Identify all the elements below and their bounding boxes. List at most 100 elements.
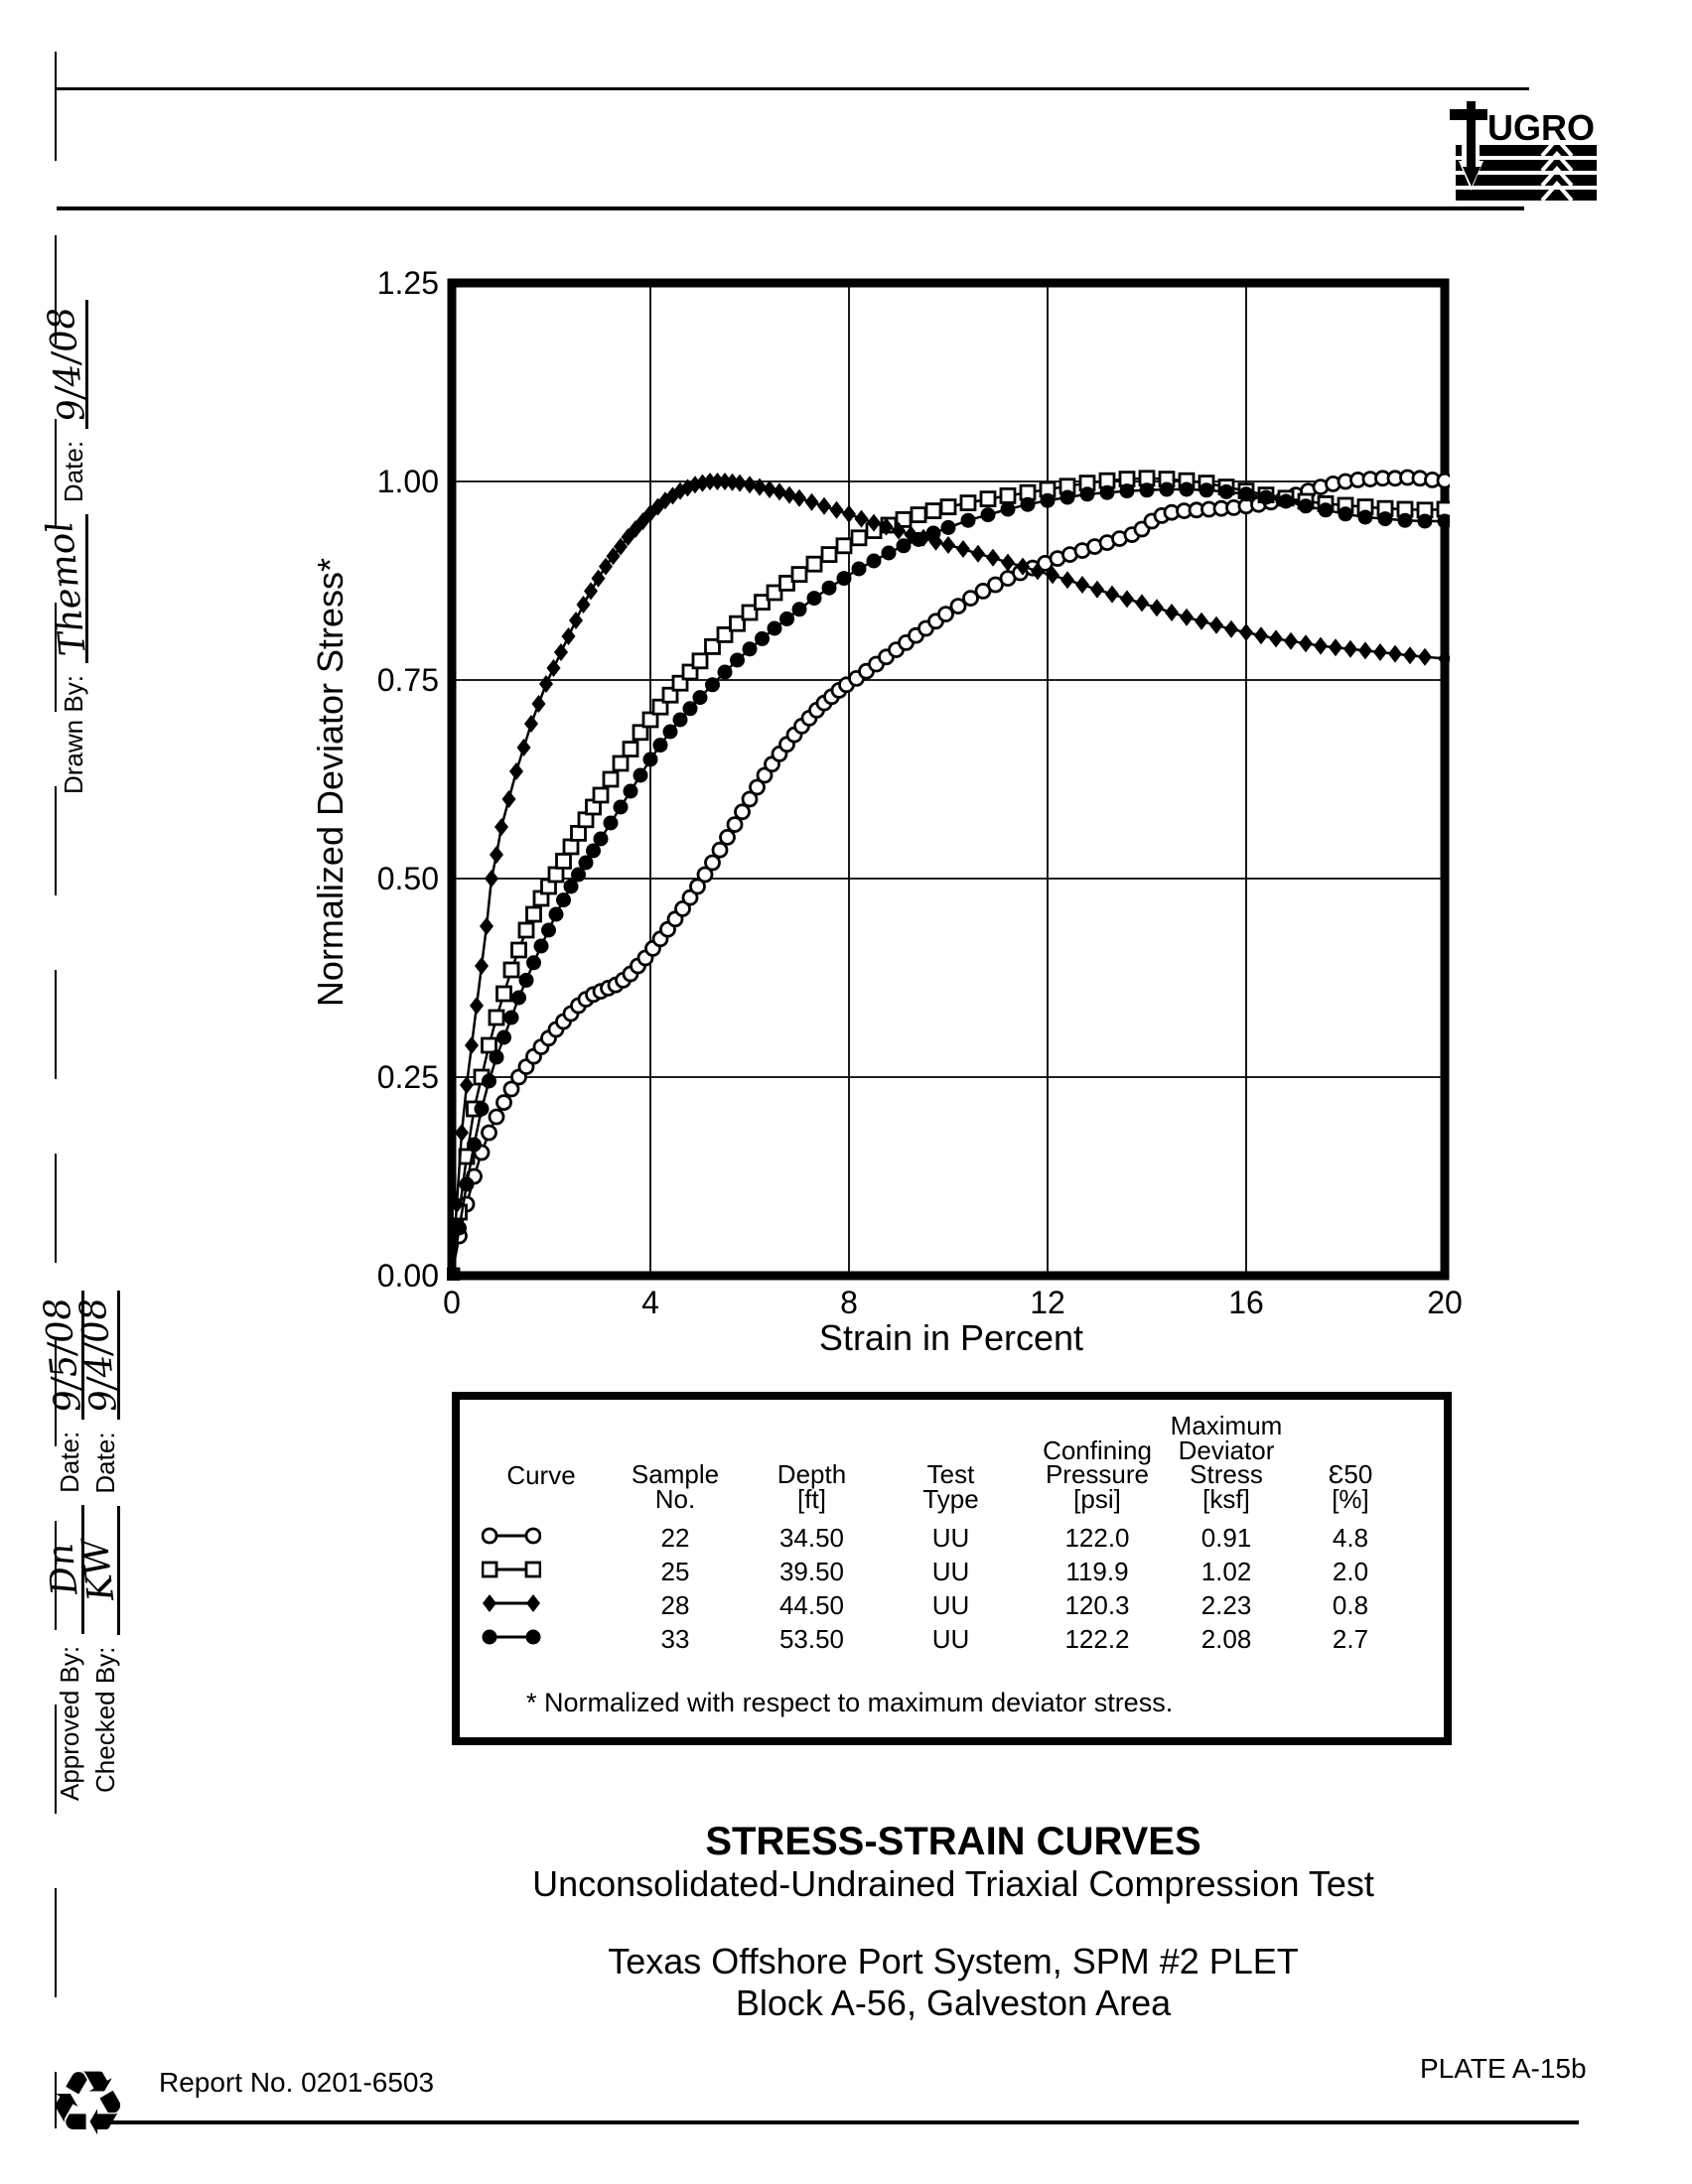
legend-cell-depth: 34.50 xyxy=(778,1522,845,1553)
circle-open-marker xyxy=(502,1080,520,1098)
legend-curve-key xyxy=(482,1624,601,1655)
checked-by-signature: KW xyxy=(74,1537,123,1603)
seismic-bands-icon xyxy=(1456,135,1597,203)
diamond-filled-marker xyxy=(956,540,970,558)
circle-filled-marker xyxy=(896,538,912,554)
drawn-by-label: Drawn By: xyxy=(59,675,88,794)
plate-number: PLATE A-15b xyxy=(1420,2053,1587,2084)
series-line xyxy=(450,477,1446,1277)
x-tick-label: 0 xyxy=(443,1285,461,1320)
legend-header-confining: Confining Pressure [psi] xyxy=(1028,1434,1167,1511)
diamond-filled-marker xyxy=(854,509,869,528)
circle-filled-marker xyxy=(571,867,586,883)
square-open-marker xyxy=(805,555,823,573)
legend-header-line: Depth xyxy=(776,1459,847,1489)
circle-open-marker xyxy=(481,1124,497,1142)
circle-filled-marker xyxy=(682,701,698,717)
circle-open-marker xyxy=(696,866,714,884)
square-open-marker xyxy=(547,866,565,884)
legend-cell-stress: 2.08 xyxy=(1200,1623,1252,1654)
header-rule xyxy=(57,206,1524,210)
diamond-filled-marker xyxy=(1120,590,1134,609)
circle-filled-marker xyxy=(1119,483,1135,499)
legend-cell-pressure: 119.9 xyxy=(1065,1556,1129,1586)
circle-filled-marker xyxy=(593,831,609,847)
square-open-marker xyxy=(555,853,572,870)
square-open-marker xyxy=(481,1036,497,1054)
legend-table: Curve Sample No. Depth [ft] Test Type Confining… xyxy=(452,1392,1452,1745)
diamond-filled-marker xyxy=(455,1124,469,1142)
circle-filled-marker xyxy=(960,512,976,528)
top-rule xyxy=(57,87,1529,90)
approved-date-value: 9/5/08 xyxy=(37,1295,89,1415)
drawn-by-signature: Themol xyxy=(40,519,94,658)
diamond-filled-marker xyxy=(753,478,767,496)
drawn-date-line: 9/4/08 xyxy=(41,299,93,429)
diamond-filled-marker xyxy=(842,504,856,523)
square-open-marker xyxy=(716,625,734,643)
circle-filled-marker xyxy=(633,767,648,783)
diamond-filled-marker xyxy=(1046,566,1059,585)
legend-header-line: Type xyxy=(922,1483,979,1514)
diamond-filled-marker xyxy=(1284,631,1298,650)
checked-date-label: Date: xyxy=(90,1432,120,1494)
diamond-filled-marker xyxy=(1388,644,1402,663)
square-open-marker xyxy=(570,825,587,842)
legend-cell-e50: 0.8 xyxy=(1332,1589,1369,1620)
legend-header-line: Confining xyxy=(1043,1434,1152,1465)
diamond-filled-marker xyxy=(1224,619,1238,638)
circle-filled-marker xyxy=(459,1176,475,1192)
y-tick-label: 0.75 xyxy=(376,662,439,698)
legend-cell-sample: 22 xyxy=(660,1522,690,1553)
diamond-filled-marker xyxy=(1299,634,1313,653)
legend-cell-sample: 28 xyxy=(660,1589,690,1620)
diamond-filled-marker xyxy=(460,1076,474,1094)
diamond-filled-marker xyxy=(710,473,725,490)
legend-cell-e50: 2.0 xyxy=(1332,1556,1369,1586)
circle-filled-marker xyxy=(1179,481,1195,497)
recycle-icon: ♻ xyxy=(48,2055,128,2154)
square-open-marker xyxy=(704,637,721,655)
circle-filled-marker xyxy=(730,652,745,668)
legend-cell-test: UU xyxy=(931,1589,970,1620)
circle-filled-marker xyxy=(1397,512,1413,528)
circle-open-marker xyxy=(524,1527,542,1544)
diamond-filled-marker xyxy=(576,596,591,614)
circle-filled-marker xyxy=(1218,483,1234,499)
diamond-filled-marker xyxy=(554,643,568,661)
diamond-filled-marker xyxy=(1403,646,1417,665)
circle-filled-marker xyxy=(1139,482,1155,498)
diamond-filled-marker xyxy=(483,1593,496,1612)
circle-filled-marker xyxy=(1198,482,1214,498)
x-tick-label: 16 xyxy=(1228,1285,1264,1320)
square-open-marker xyxy=(820,546,838,564)
square-open-marker xyxy=(495,985,512,1003)
square-open-marker xyxy=(778,574,795,592)
fold-line xyxy=(55,52,57,2128)
circle-filled-marker xyxy=(662,724,678,740)
diamond-filled-marker xyxy=(539,675,553,693)
diamond-filled-marker xyxy=(526,1593,540,1612)
checked-by-label: Checked By: xyxy=(90,1646,120,1793)
legend-header-line: Ɛ50 xyxy=(1328,1459,1373,1489)
circle-filled-marker xyxy=(1417,513,1433,529)
drawn-by-block: Drawn By: Themol Date: 9/4/08 xyxy=(40,253,94,794)
circle-open-marker xyxy=(719,829,736,846)
diamond-filled-marker xyxy=(1195,612,1208,630)
circle-filled-marker xyxy=(489,1049,504,1065)
bottom-rule xyxy=(111,2120,1579,2124)
diamond-filled-marker xyxy=(1001,553,1015,572)
circle-open-marker xyxy=(681,888,699,906)
diamond-filled-marker xyxy=(599,557,613,576)
diamond-filled-marker xyxy=(773,482,786,501)
circle-filled-marker xyxy=(526,955,541,971)
circle-filled-legend-icon xyxy=(482,1629,541,1644)
circle-filled-marker xyxy=(767,620,782,636)
legend-header--50: Ɛ50 [%] xyxy=(1286,1459,1415,1511)
logo-text: UGRO xyxy=(1487,107,1595,148)
series-sample-28 xyxy=(447,473,1450,1281)
circle-filled-marker xyxy=(851,561,867,577)
circle-filled-marker xyxy=(692,690,708,706)
page-subtitle: Unconsolidated-Undrained Triaxial Compre… xyxy=(532,1863,1374,1904)
diamond-filled-marker xyxy=(1373,643,1387,661)
